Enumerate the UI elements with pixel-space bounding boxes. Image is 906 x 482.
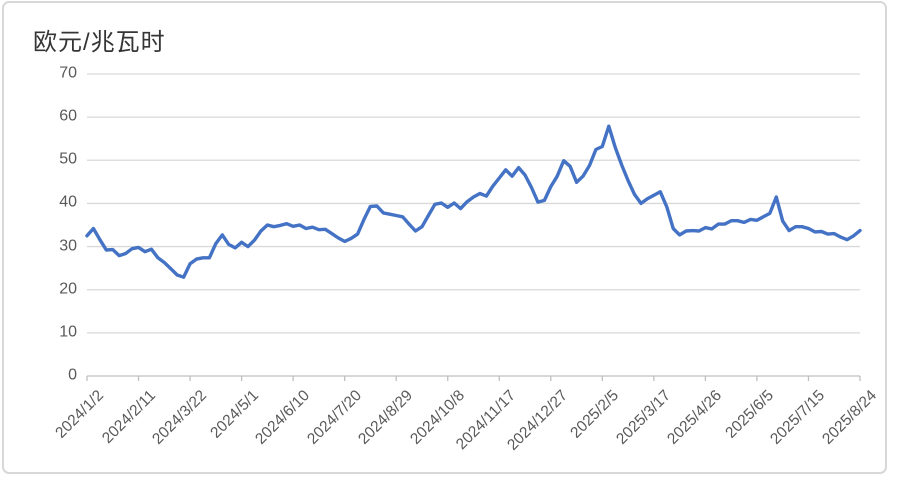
y-tick-label: 40 bbox=[59, 193, 77, 211]
chart-title: 欧元/兆瓦时 bbox=[33, 29, 166, 56]
y-tick-label: 50 bbox=[59, 150, 77, 168]
y-tick-label: 20 bbox=[59, 279, 77, 297]
price-line bbox=[85, 124, 862, 279]
y-tick-label: 70 bbox=[59, 64, 77, 82]
y-tick-label: 60 bbox=[59, 107, 77, 125]
y-tick-label: 10 bbox=[59, 323, 77, 341]
y-tick-label: 30 bbox=[59, 236, 77, 254]
chart-card bbox=[2, 1, 887, 474]
y-tick-label: 0 bbox=[68, 366, 77, 384]
